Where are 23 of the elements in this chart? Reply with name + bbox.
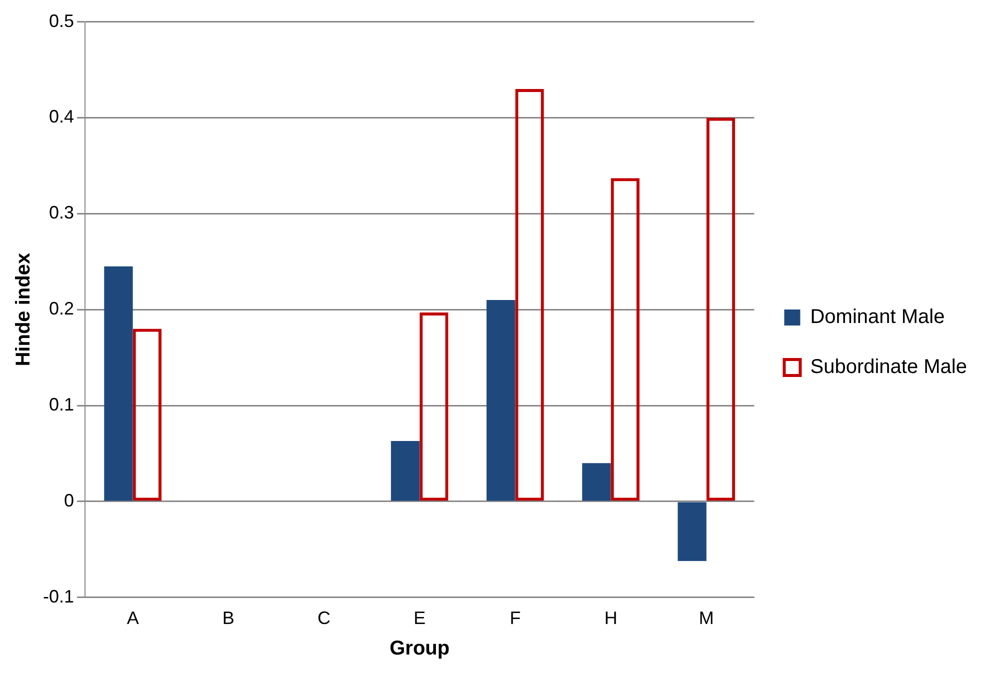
x-axis-title: Group	[390, 638, 450, 660]
y-tick-label: 0.1	[48, 394, 74, 414]
y-tick-label: 0.2	[48, 298, 74, 319]
y-axis-title: Hinde index	[12, 252, 35, 366]
x-tick-label: E	[414, 608, 426, 628]
bar	[104, 266, 133, 501]
bar	[678, 502, 706, 561]
x-tick-label: C	[318, 608, 331, 628]
bar	[582, 463, 611, 501]
y-tick-label: 0.5	[48, 10, 74, 31]
y-tick-label: -0.1	[42, 586, 74, 606]
bar	[390, 441, 420, 501]
legend-label: Dominant Male	[810, 306, 945, 328]
x-tick-label: B	[222, 608, 234, 628]
legend-label: Subordinate Male	[810, 356, 968, 378]
x-tick-label: A	[126, 608, 139, 628]
y-tick-label: 0.3	[48, 202, 74, 223]
y-tick-label: 0	[64, 490, 74, 510]
x-tick-label: M	[698, 608, 714, 628]
x-tick-label: F	[510, 608, 521, 628]
bar	[486, 300, 516, 501]
y-tick-label: 0.4	[48, 106, 74, 127]
x-tick-label: H	[604, 608, 618, 628]
